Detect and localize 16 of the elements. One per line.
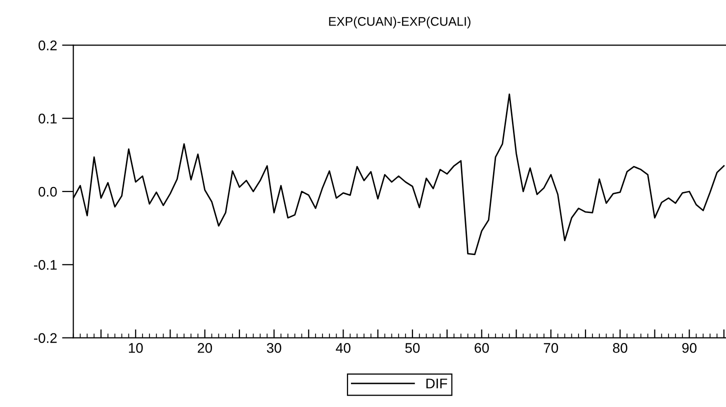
legend-label: DIF — [426, 378, 448, 388]
chart-title: EXP(CUAN)-EXP(CUALI) — [329, 16, 470, 28]
x-tick-label: 30 — [266, 343, 282, 353]
x-tick-label: 60 — [474, 343, 489, 353]
x-tick-label: 20 — [198, 343, 212, 353]
x-tick-label: 70 — [544, 343, 558, 353]
x-tick-label: 90 — [682, 343, 696, 353]
y-tick-label: -0.1 — [34, 260, 57, 270]
y-tick-label: 0.0 — [38, 186, 57, 197]
y-tick-label: 0.2 — [38, 40, 57, 50]
x-tick-label: 50 — [405, 343, 420, 353]
x-tick-label: 40 — [336, 343, 350, 353]
y-tick-label: -0.2 — [34, 333, 57, 343]
x-tick-label: 10 — [128, 343, 143, 353]
y-tick-label: 0.1 — [38, 114, 57, 124]
x-tick-label: 80 — [612, 343, 628, 353]
